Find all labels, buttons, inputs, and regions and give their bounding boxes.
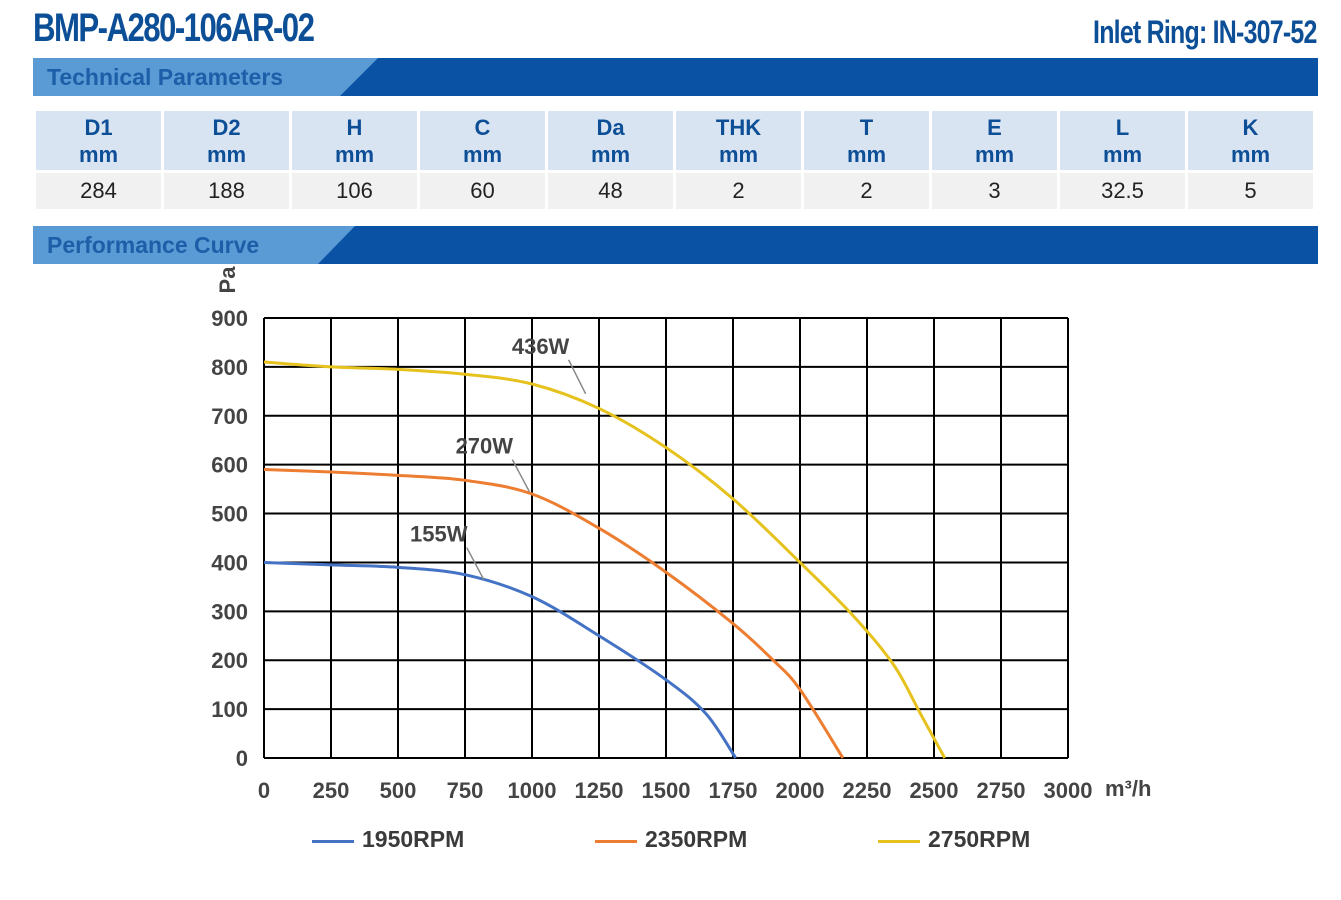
param-header-thk: THK mm — [676, 111, 801, 170]
x-tick-label: 1500 — [642, 778, 691, 803]
param-value-d2: 188 — [164, 173, 289, 209]
model-number: BMP-A280-106AR-02 — [33, 6, 315, 50]
legend-swatch-2750rpm — [878, 840, 920, 843]
x-tick-label: 1750 — [709, 778, 758, 803]
param-name: D1 — [84, 115, 113, 140]
x-tick-label: 2500 — [910, 778, 959, 803]
param-value-h: 106 — [292, 173, 417, 209]
x-tick-label: 1250 — [575, 778, 624, 803]
power-leader-line — [567, 359, 587, 395]
y-tick-label: 400 — [211, 550, 248, 575]
power-leader-line — [511, 459, 530, 492]
param-unit: mm — [590, 142, 631, 167]
param-value-t: 2 — [804, 173, 929, 209]
param-value-c: 60 — [420, 173, 545, 209]
legend-label-2750rpm: 2750RPM — [928, 826, 1031, 852]
y-tick-label: 900 — [211, 306, 248, 331]
section-title-performance: Performance Curve — [47, 232, 260, 258]
param-name: K — [1242, 115, 1259, 140]
y-tick-label: 0 — [236, 746, 248, 771]
section-bar-graphic — [33, 226, 1318, 264]
x-tick-label: 0 — [258, 778, 270, 803]
param-name: THK — [715, 115, 762, 140]
x-axis-unit: m³/h — [1105, 776, 1151, 801]
param-name: T — [859, 115, 874, 140]
legend-label-1950rpm: 1950RPM — [362, 826, 465, 852]
param-header-d2: D2 mm — [164, 111, 289, 170]
param-value-da: 48 — [548, 173, 673, 209]
y-tick-label: 600 — [211, 453, 248, 478]
param-name: H — [346, 115, 363, 140]
legend-swatch-1950rpm — [312, 840, 354, 843]
power-label-270w: 270W — [456, 434, 514, 459]
section-bar-graphic — [33, 58, 1318, 96]
power-label-436w: 436W — [512, 334, 570, 359]
series-line-2350rpm — [263, 468, 845, 759]
param-unit: mm — [1230, 142, 1271, 167]
param-unit: mm — [78, 142, 119, 167]
param-name: C — [474, 115, 491, 140]
technical-parameters-bar: Technical Parameters — [33, 58, 1318, 96]
section-title-technical: Technical Parameters — [47, 64, 284, 90]
y-axis-label: Pa — [215, 266, 240, 294]
series-line-2750rpm — [263, 360, 947, 759]
param-name: E — [987, 115, 1002, 140]
x-tick-label: 750 — [447, 778, 484, 803]
x-tick-label: 250 — [313, 778, 350, 803]
y-tick-label: 100 — [211, 697, 248, 722]
y-tick-label: 800 — [211, 355, 248, 380]
power-label-155w: 155W — [410, 522, 468, 547]
param-header-d1: D1 mm — [36, 111, 161, 170]
x-tick-label: 3000 — [1044, 778, 1093, 803]
series-line-1950rpm — [263, 560, 737, 759]
param-unit: mm — [974, 142, 1015, 167]
x-tick-label: 2000 — [776, 778, 825, 803]
param-value-e: 3 — [932, 173, 1057, 209]
power-leader-line — [466, 547, 485, 580]
param-unit: mm — [1102, 142, 1143, 167]
y-tick-label: 500 — [211, 502, 248, 527]
param-name: L — [1115, 115, 1130, 140]
param-header-da: Da mm — [548, 111, 673, 170]
x-tick-label: 500 — [380, 778, 417, 803]
param-unit: mm — [718, 142, 759, 167]
performance-curve-bar: Performance Curve — [33, 226, 1318, 264]
param-name: Da — [596, 115, 625, 140]
param-value-k: 5 — [1188, 173, 1313, 209]
param-name: D2 — [212, 115, 241, 140]
param-value-d1: 284 — [36, 173, 161, 209]
param-unit: mm — [846, 142, 887, 167]
x-tick-label: 1000 — [508, 778, 557, 803]
y-tick-label: 700 — [211, 404, 248, 429]
x-tick-label: 2250 — [843, 778, 892, 803]
inlet-ring-label: Inlet Ring: IN-307-52 — [1093, 14, 1317, 50]
y-tick-label: 300 — [211, 599, 248, 624]
param-unit: mm — [334, 142, 375, 167]
y-tick-label: 200 — [211, 648, 248, 673]
param-unit: mm — [462, 142, 503, 167]
param-unit: mm — [206, 142, 247, 167]
x-tick-label: 2750 — [977, 778, 1026, 803]
param-value-l: 32.5 — [1060, 173, 1185, 209]
parameters-value-row: 284 188 106 60 48 2 2 3 32.5 5 — [36, 173, 1313, 209]
param-value-thk: 2 — [676, 173, 801, 209]
legend-swatch-2350rpm — [595, 840, 637, 843]
legend-label-2350rpm: 2350RPM — [645, 826, 748, 852]
